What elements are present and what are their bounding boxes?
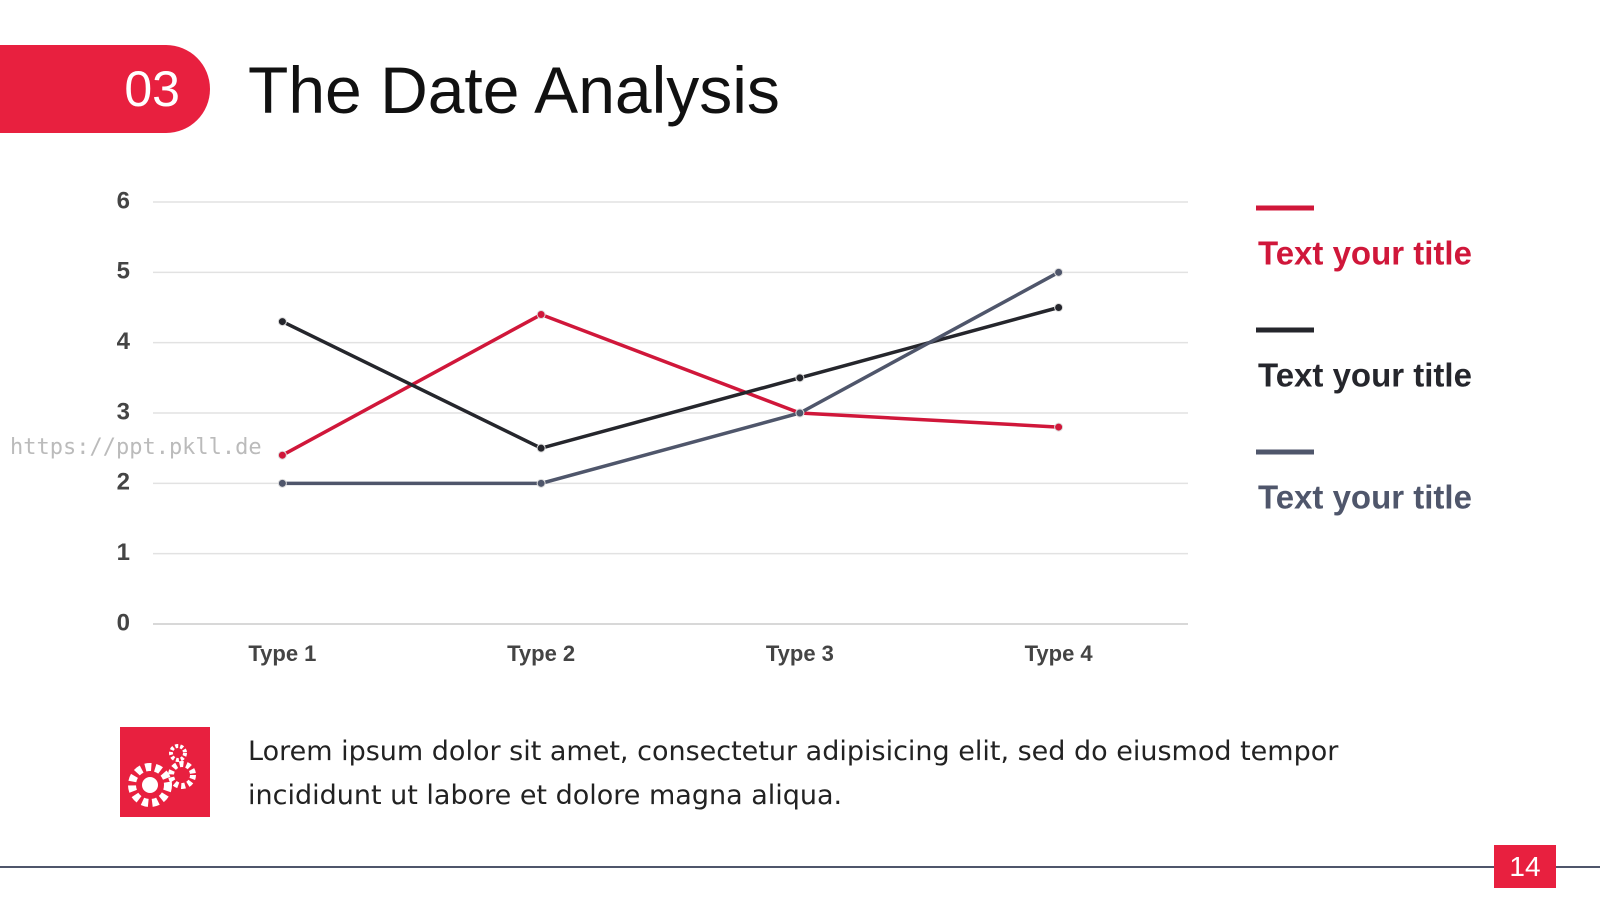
- x-tick-label: Type 1: [248, 641, 316, 666]
- point: [795, 373, 805, 383]
- y-tick-label: 1: [117, 539, 130, 566]
- point: [1054, 422, 1064, 432]
- point: [277, 478, 287, 488]
- body-text: Lorem ipsum dolor sit amet, consectetur …: [248, 736, 1339, 811]
- point: [277, 317, 287, 327]
- series-line: [281, 305, 1060, 451]
- series-line: [282, 270, 1060, 486]
- legend-label: Text your title: [1258, 235, 1472, 272]
- x-tick-label: Type 3: [766, 641, 834, 666]
- y-tick-label: 3: [117, 398, 130, 425]
- legend-label: Text your title: [1258, 357, 1472, 394]
- watermark: https://ppt.pkll.de: [10, 435, 262, 460]
- point: [536, 478, 546, 488]
- y-tick-label: 2: [117, 469, 130, 496]
- section-badge: 03: [0, 45, 210, 133]
- y-tick-label: 0: [117, 609, 130, 636]
- point: [277, 450, 287, 460]
- point: [1054, 267, 1064, 277]
- x-tick-label: Type 4: [1025, 641, 1094, 666]
- page-number: 14: [1494, 845, 1556, 888]
- point: [1054, 303, 1064, 312]
- point: [795, 408, 805, 418]
- point: [536, 310, 546, 320]
- slide-title: The Date Analysis: [248, 53, 780, 127]
- y-tick-label: 5: [117, 258, 130, 285]
- x-tick-label: Type 2: [507, 641, 575, 666]
- y-tick-label: 4: [117, 328, 131, 355]
- gear-icon: [120, 727, 210, 817]
- point: [536, 443, 546, 453]
- y-tick-label: 6: [117, 187, 130, 214]
- legend-label: Text your title: [1258, 479, 1472, 516]
